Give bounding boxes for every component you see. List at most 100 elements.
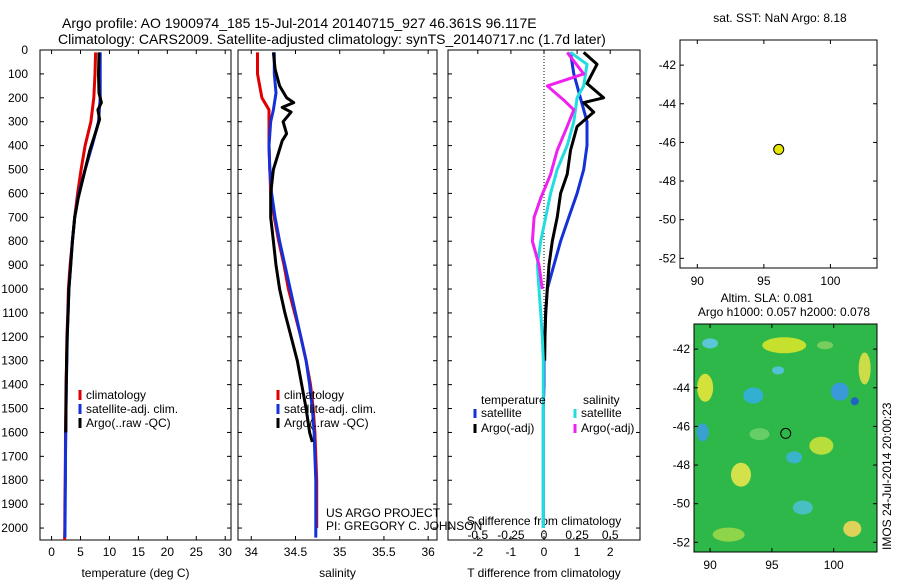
series-line-salinity-argo-adj-	[530, 51, 586, 290]
sst-title: sat. SST: NaN Argo: 8.18	[713, 11, 847, 25]
x-tick-label: 10	[103, 545, 117, 559]
difference-panel: -2 -1 0 1 2 T difference from climatology -0.5…	[447, 49, 641, 580]
y-tick-label: 1100	[2, 306, 28, 320]
x-tick-label: 1	[574, 545, 581, 559]
legend-label: Argo(..raw -QC)	[86, 416, 171, 430]
legend-label: climatology	[86, 388, 146, 402]
sla-anomaly-blob	[749, 428, 770, 441]
y-tick-label: 700	[8, 210, 28, 224]
y-tick-label: 2000	[1, 521, 28, 535]
legend-group-title: temperature	[481, 393, 546, 407]
x-tick-label: 100	[824, 558, 844, 572]
secondary-x-tick-label: 0.25	[565, 528, 589, 542]
secondary-x-tick-label: 0.5	[602, 528, 619, 542]
sla-title: Altim. SLA: 0.081	[721, 291, 814, 305]
y-tick-label: -48	[673, 458, 691, 472]
x-tick-label: 2	[607, 545, 614, 559]
legend-label: satellite-adj. clim.	[86, 402, 178, 416]
y-tick-label: -42	[673, 342, 691, 356]
x-tick-label: 95	[765, 558, 779, 572]
sla-anomaly-blob	[730, 462, 751, 487]
series-line-satellite-adj-clim-	[267, 52, 318, 538]
y-tick-label: 1900	[1, 497, 28, 511]
sla-anomaly-blob	[843, 520, 862, 537]
x-tick-label: 34	[245, 545, 259, 559]
sla-anomaly-blob	[772, 366, 785, 375]
y-tick-label: 1000	[1, 282, 28, 296]
sla-map-panel: 90 95 100 -42 -44 -46 -48 -50 -52 Altim. SLA: 0.0…	[673, 291, 878, 572]
sla-anomaly-blob	[809, 436, 834, 455]
sla-anomaly-blob	[817, 341, 834, 350]
x-tick-label: 34.5	[284, 545, 308, 559]
sla-anomaly-blob	[792, 500, 813, 515]
sla-anomaly-blob	[830, 382, 849, 401]
x-tick-label: 0	[48, 545, 55, 559]
y-tick-label: 1200	[1, 330, 28, 344]
legend-label: Argo(-adj)	[481, 421, 534, 435]
y-tick-label: 800	[8, 234, 28, 248]
sst-map-panel: 90 95 100 -42 -44 -46 -48 -50 -52 sat. SST: NaN A…	[659, 11, 878, 288]
x-tick-label: 30	[219, 545, 233, 559]
x-tick-label: 20	[161, 545, 175, 559]
y-tick-label: -48	[659, 174, 677, 188]
y-tick-label: -50	[659, 213, 677, 227]
x-axis-label: salinity	[319, 566, 356, 580]
x-tick-label: 25	[190, 545, 204, 559]
y-tick-label: 900	[8, 258, 28, 272]
y-tick-label: 1300	[1, 354, 28, 368]
y-tick-label: 500	[8, 163, 28, 177]
argo-float-marker	[780, 427, 792, 439]
x-tick-label: 15	[132, 545, 146, 559]
series-line-argo-raw-qc-	[269, 52, 314, 443]
sla-anomaly-blob	[743, 387, 764, 404]
y-tick-label: -44	[659, 97, 677, 111]
secondary-x-tick-label: -0.5	[467, 528, 488, 542]
y-tick-label: 0	[21, 43, 28, 57]
header-line1: Argo profile: AO 1900974_185 15-Jul-2014…	[62, 15, 537, 31]
sla-anomaly-blob	[850, 397, 859, 406]
project-label: US ARGO PROJECT	[326, 506, 441, 520]
y-tick-label: 1600	[1, 425, 28, 439]
x-axis-label: T difference from climatology	[467, 566, 621, 580]
y-tick-label: 400	[8, 139, 28, 153]
sla-subtitle: Argo h1000: 0.057 h2000: 0.078	[698, 305, 870, 319]
sla-anomaly-blob	[702, 338, 719, 349]
y-tick-label: -50	[673, 497, 691, 511]
argo-float-marker	[773, 143, 785, 155]
legend-label: climatology	[284, 388, 344, 402]
secondary-x-tick-label: -0.25	[497, 528, 525, 542]
pi-label: PI: GREGORY C. JOHNSON	[326, 519, 482, 533]
legend-label: Argo(..raw -QC)	[284, 416, 369, 430]
legend-group-title: salinity	[583, 393, 620, 407]
imos-timestamp: IMOS 24-Jul-2014 20:00:23	[880, 402, 894, 550]
x-tick-label: 95	[757, 274, 771, 288]
x-tick-label: -1	[506, 545, 517, 559]
secondary-x-tick-label: 0	[541, 528, 548, 542]
y-tick-label: -52	[673, 535, 691, 549]
x-tick-label: 0	[541, 545, 548, 559]
sla-anomaly-blob	[696, 423, 709, 442]
legend-label: satellite	[481, 406, 522, 420]
x-tick-label: 36	[421, 545, 435, 559]
sla-anomaly-blob	[786, 451, 803, 464]
legend-label: satellite	[581, 406, 622, 420]
x-tick-label: 35	[333, 545, 347, 559]
y-tick-label: 200	[8, 91, 28, 105]
x-tick-label: 90	[691, 274, 705, 288]
sla-anomaly-blob	[858, 352, 871, 385]
x-tick-label: 100	[820, 274, 840, 288]
y-tick-label: 600	[8, 186, 28, 200]
y-tick-label: -42	[659, 58, 677, 72]
x-tick-label: 5	[77, 545, 84, 559]
sla-anomaly-blob	[762, 337, 807, 354]
y-tick-label: -52	[659, 251, 677, 265]
y-tick-label: 1400	[1, 378, 28, 392]
legend-label: satellite-adj. clim.	[284, 402, 376, 416]
salinity-panel: 34 34.5 35 35.5 36 salinity climatologysatelli…	[237, 49, 438, 580]
x-axis-label: temperature (deg C)	[81, 566, 189, 580]
y-tick-label: 1500	[1, 402, 28, 416]
sla-anomaly-blob	[697, 373, 714, 402]
series-line-argo-raw-qc-	[64, 52, 103, 433]
series-line-temperature-argo-adj-	[543, 51, 606, 361]
map-frame	[693, 323, 878, 553]
